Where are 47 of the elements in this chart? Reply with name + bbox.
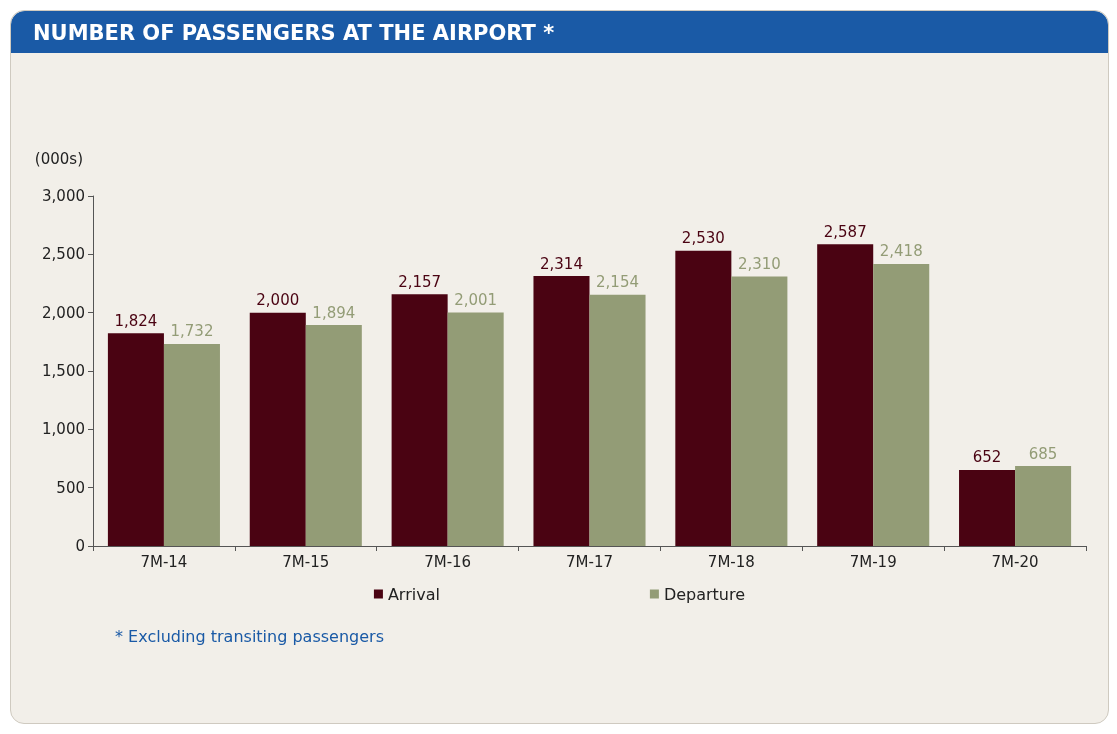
legend-label: Departure [663, 584, 746, 604]
data-label: 2,310 [737, 255, 781, 273]
bar [249, 312, 306, 546]
data-label: 1,894 [312, 303, 356, 322]
data-label: 1,732 [170, 322, 214, 341]
y-tick-label: 0 [75, 537, 85, 555]
data-label: 2,530 [681, 229, 725, 248]
bar [817, 244, 874, 546]
x-tick-label: 7M-18 [707, 552, 755, 571]
data-label: 2,587 [823, 222, 867, 241]
y-tick-label: 2,000 [42, 303, 85, 322]
bar [533, 276, 590, 546]
y-axis-title: (000s) [34, 149, 83, 168]
data-label: 652 [972, 448, 1002, 467]
bar [959, 469, 1016, 546]
y-tick-label: 1,000 [42, 420, 85, 439]
data-label: 2,001 [454, 291, 498, 310]
x-tick-label: 7M-14 [140, 552, 188, 571]
x-tick-label: 7M-16 [424, 552, 472, 571]
x-tick-label: 7M-19 [849, 552, 897, 571]
y-tick-label: 3,000 [42, 187, 85, 205]
bar [873, 263, 930, 546]
bar [1015, 466, 1072, 546]
data-label: 2,314 [540, 254, 583, 273]
data-label: 685 [1028, 444, 1058, 463]
bar [447, 312, 504, 546]
data-label: 2,154 [596, 273, 639, 292]
bar [675, 250, 732, 546]
legend-label: Arrival [387, 584, 440, 604]
data-label: 2,157 [398, 272, 442, 291]
data-label: 2,418 [879, 242, 923, 261]
x-tick-label: 7M-17 [566, 552, 613, 571]
bar [305, 325, 362, 546]
bar [589, 294, 646, 546]
y-tick-label: 2,500 [42, 245, 85, 264]
y-tick-label: 500 [56, 478, 85, 497]
y-tick-label: 1,500 [42, 362, 85, 380]
bar [391, 294, 448, 546]
bar [163, 343, 220, 546]
x-tick-label: 7M-15 [282, 552, 330, 571]
bar [107, 333, 164, 546]
bar [731, 276, 788, 546]
text: * Excluding transiting passengers [115, 626, 384, 646]
x-tick-label: 7M-20 [991, 552, 1039, 571]
chart-title: NUMBER OF PASSENGERS AT THE AIRPORT * [11, 11, 1108, 53]
data-label: 2,000 [256, 291, 300, 310]
data-label: 1,824 [114, 311, 158, 330]
